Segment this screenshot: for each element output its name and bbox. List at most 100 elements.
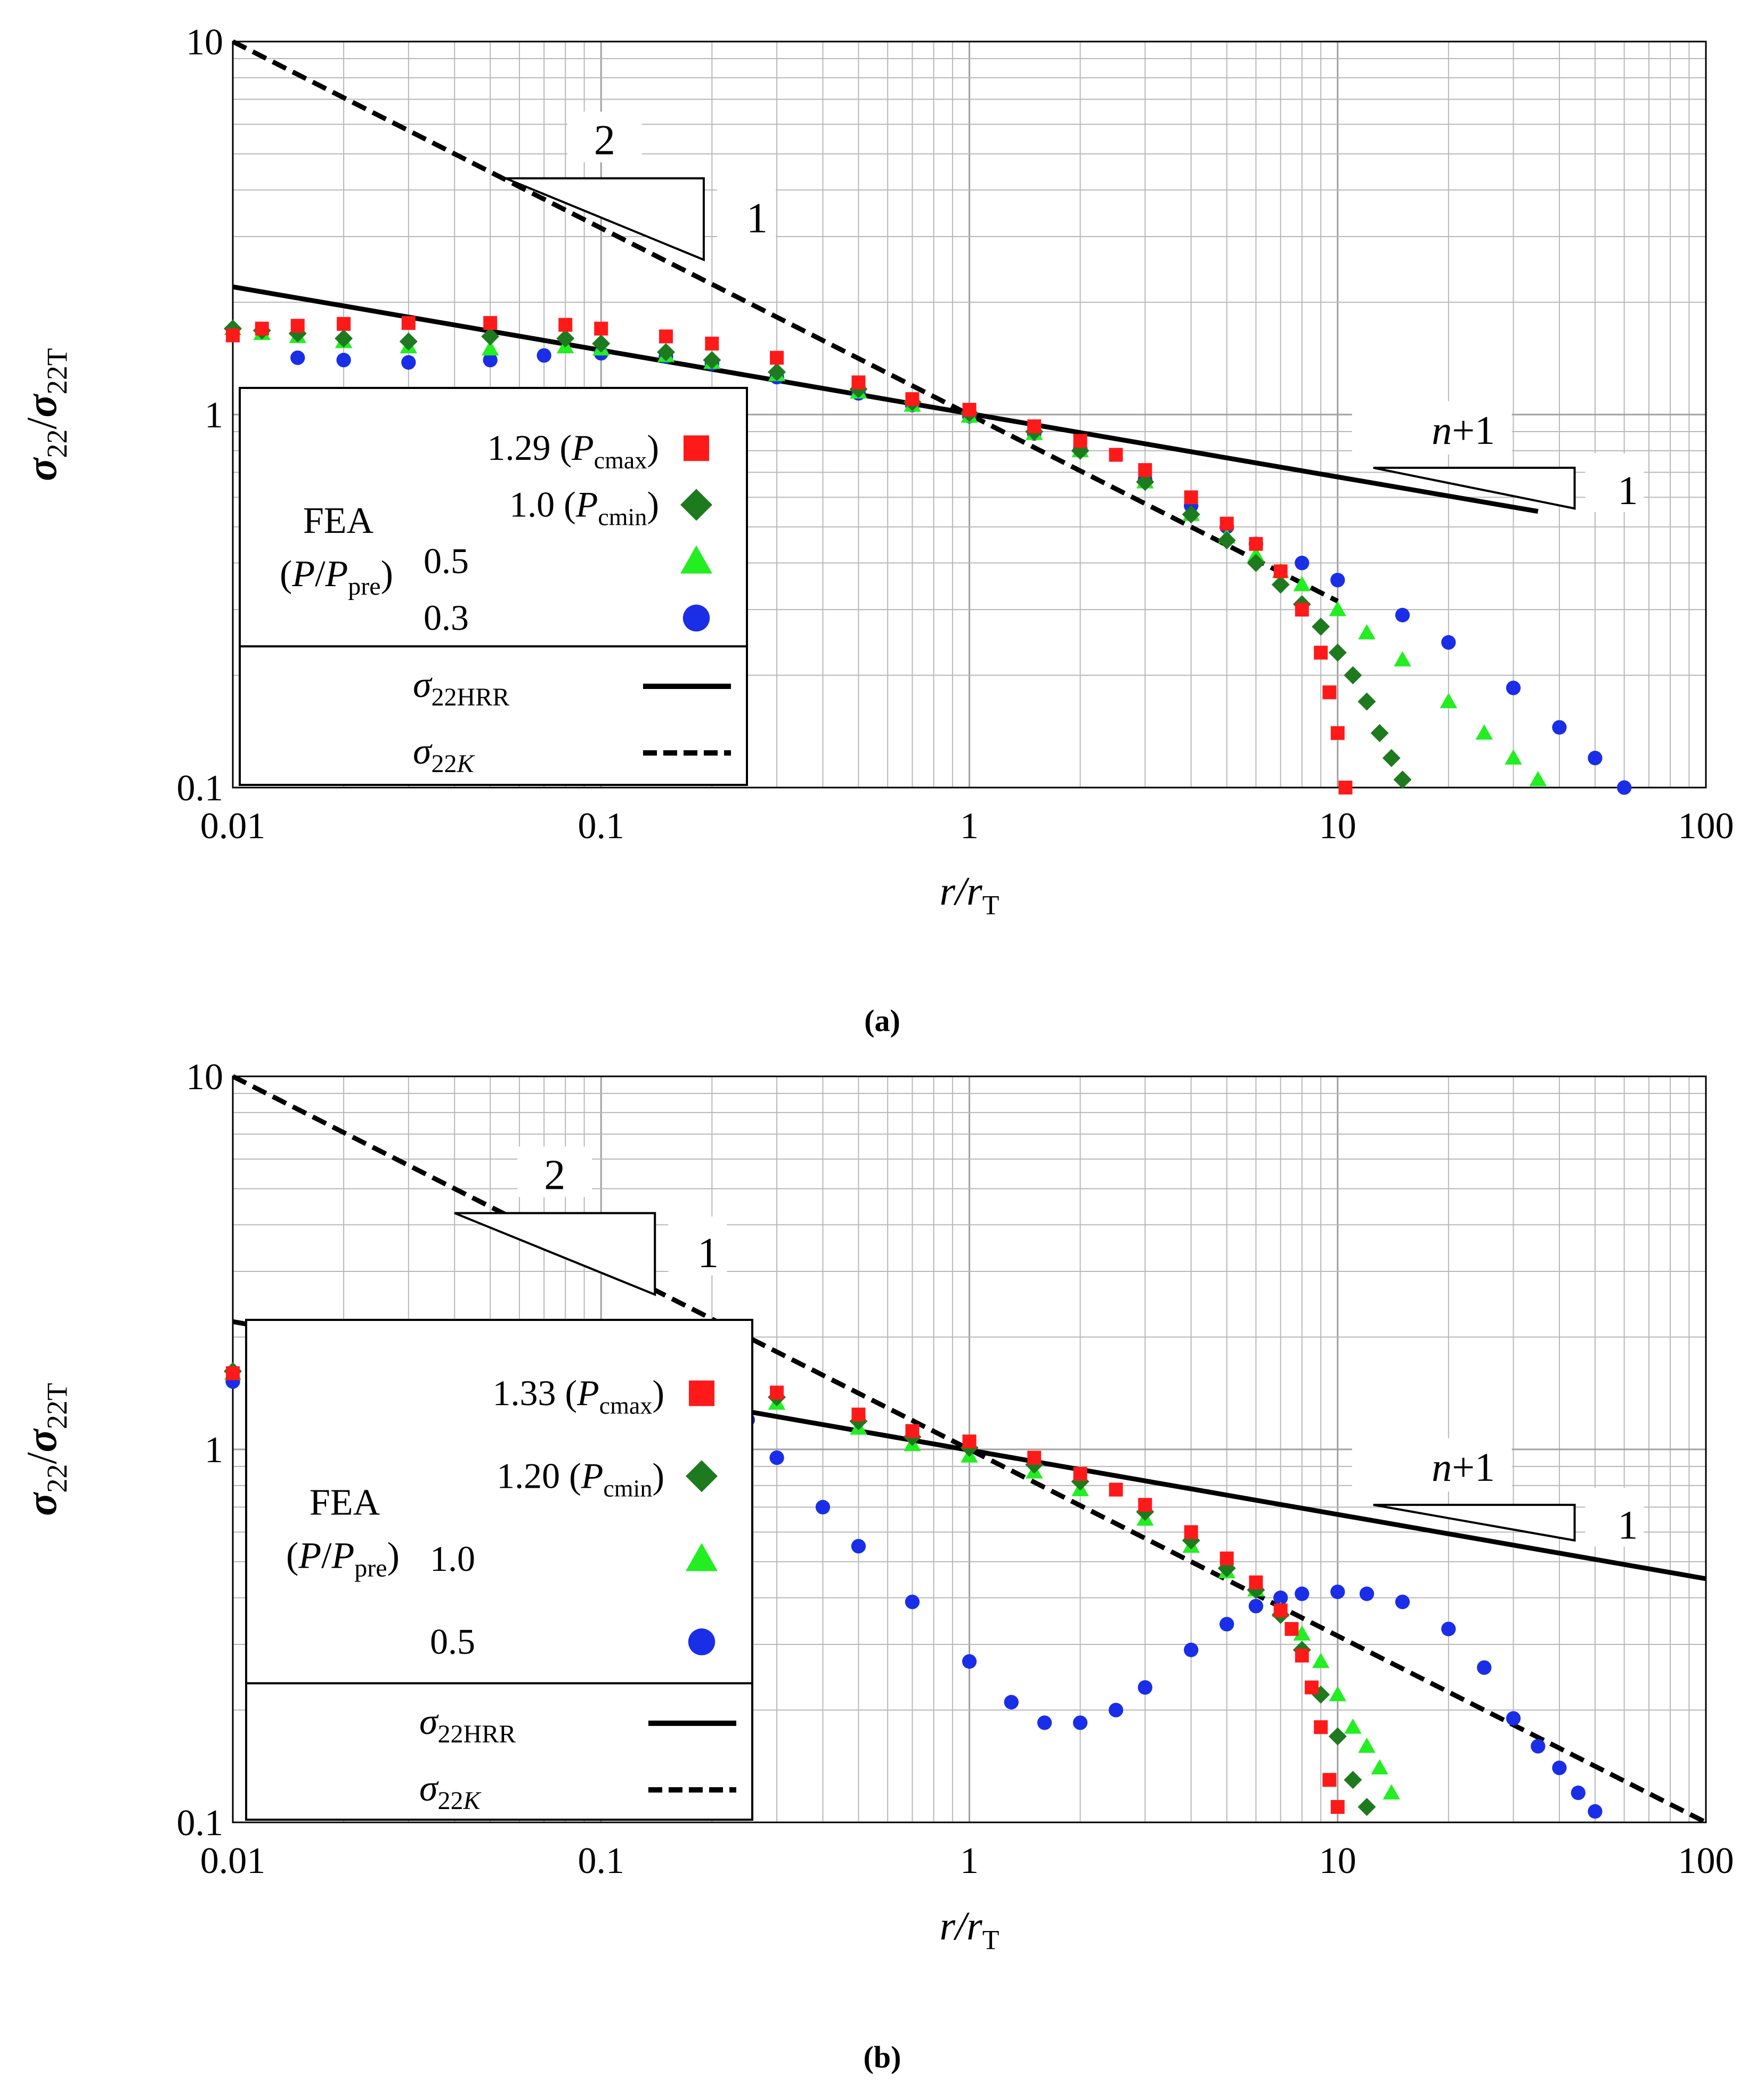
data-point bbox=[659, 329, 673, 344]
legend-entry-label: 0.3 bbox=[424, 597, 469, 638]
data-point bbox=[1358, 1737, 1376, 1753]
label-mask bbox=[517, 1146, 592, 1197]
data-point bbox=[962, 403, 977, 417]
data-point bbox=[1073, 434, 1087, 448]
data-point bbox=[337, 317, 351, 331]
x-tick-label: 100 bbox=[1678, 1840, 1734, 1882]
legend-line-label: σ22HRR bbox=[419, 1701, 516, 1748]
legend-line-label: σ22K bbox=[419, 1768, 482, 1815]
data-point bbox=[1108, 1702, 1124, 1717]
data-point bbox=[1247, 554, 1265, 572]
legend: FEA (P/Ppre) 1.29 (Pcmax) 1.0 (Pcmin) 0.5 0.3… bbox=[239, 387, 748, 786]
data-point bbox=[1322, 1773, 1337, 1787]
k-field-line bbox=[231, 39, 1339, 604]
data-point bbox=[1344, 1718, 1362, 1734]
data-point bbox=[1220, 1617, 1234, 1632]
legend-entry-label: 1.0 bbox=[430, 1538, 475, 1579]
data-point bbox=[1220, 516, 1234, 531]
legend: FEA (P/Ppre) 1.33 (Pcmax) 1.20 (Pcmin) 1.0 0.… bbox=[245, 1319, 753, 1821]
data-point bbox=[1330, 1800, 1345, 1814]
data-point bbox=[1329, 601, 1346, 617]
data-point bbox=[1295, 1586, 1310, 1601]
data-point bbox=[770, 1385, 784, 1400]
k-field-line bbox=[231, 1074, 1708, 1825]
data-point bbox=[1314, 645, 1328, 660]
data-point bbox=[1441, 1621, 1456, 1636]
data-point bbox=[1072, 1715, 1088, 1730]
slope-run-label: 1 bbox=[1618, 468, 1638, 513]
x-tick-label: 1 bbox=[960, 806, 979, 847]
y-tick-label: 0.1 bbox=[177, 1803, 224, 1844]
data-point bbox=[1182, 505, 1200, 524]
data-point bbox=[768, 363, 786, 382]
data-point bbox=[1344, 666, 1362, 685]
data-point bbox=[1004, 1694, 1019, 1710]
series-1-29-pcmax- bbox=[226, 316, 1353, 794]
x-tick-label: 1 bbox=[960, 1840, 979, 1882]
data-point bbox=[1588, 750, 1603, 766]
legend-entry-label: 1.20 (Pcmin) bbox=[497, 1455, 664, 1502]
slope-run-label: 1 bbox=[746, 195, 768, 242]
data-point bbox=[1248, 1599, 1264, 1613]
data-point bbox=[1027, 419, 1042, 434]
label-mask bbox=[668, 1217, 727, 1276]
x-tick-label: 10 bbox=[1319, 806, 1356, 847]
data-point bbox=[1312, 1652, 1330, 1668]
data-point bbox=[1273, 1603, 1288, 1618]
legend-box bbox=[245, 1319, 753, 1821]
data-point bbox=[1506, 680, 1521, 695]
data-point bbox=[1441, 635, 1456, 650]
legend-group-label: FEA bbox=[303, 500, 374, 541]
slope-triangle bbox=[1373, 466, 1576, 510]
data-point bbox=[1220, 1551, 1234, 1566]
data-point bbox=[290, 319, 305, 333]
legend-marker bbox=[689, 1380, 714, 1406]
legend-marker bbox=[680, 489, 712, 521]
slope-rise-label: n+1 bbox=[1432, 1445, 1495, 1490]
data-point bbox=[1329, 1686, 1346, 1701]
data-point bbox=[1505, 749, 1522, 765]
x-tick-label: 0.01 bbox=[200, 806, 266, 847]
slope-triangle bbox=[505, 177, 705, 262]
data-point bbox=[255, 321, 269, 336]
data-point bbox=[1293, 575, 1311, 591]
label-mask bbox=[1352, 1438, 1512, 1492]
data-point bbox=[558, 318, 573, 332]
data-point bbox=[815, 1499, 831, 1515]
data-point bbox=[1271, 575, 1290, 594]
data-point bbox=[1312, 618, 1330, 636]
hrr-line bbox=[232, 284, 1539, 514]
data-point bbox=[1109, 448, 1123, 462]
panel-label-a: (a) bbox=[864, 1003, 900, 1038]
legend-box bbox=[239, 387, 748, 786]
data-point bbox=[226, 328, 240, 343]
data-point bbox=[1322, 685, 1337, 700]
legend-marker bbox=[684, 435, 709, 461]
x-axis-title: r/rT bbox=[939, 1904, 999, 1956]
y-axis-title: σ22/σ22T bbox=[19, 348, 73, 481]
data-point bbox=[1382, 749, 1401, 767]
data-point bbox=[1552, 720, 1567, 735]
x-tick-label: 0.01 bbox=[200, 1840, 266, 1882]
label-mask bbox=[717, 182, 776, 241]
data-point bbox=[1393, 771, 1412, 789]
data-point bbox=[1217, 531, 1236, 550]
data-point bbox=[1358, 624, 1376, 639]
chart-a: 0.01 0.1 1 10 1000.1110r/rTσ22/σ22T21n+11FEA… bbox=[19, 22, 1734, 921]
data-point bbox=[1531, 1739, 1546, 1754]
data-point bbox=[1037, 1715, 1052, 1730]
x-tick-label: 100 bbox=[1678, 806, 1734, 847]
data-point bbox=[1371, 1759, 1388, 1775]
plot-frame bbox=[232, 40, 1707, 789]
legend-entry-label: 1.0 (Pcmin) bbox=[509, 484, 659, 530]
legend-entry-label: 0.5 bbox=[430, 1621, 475, 1661]
data-point bbox=[1357, 1798, 1376, 1817]
data-point bbox=[1136, 473, 1155, 491]
data-point bbox=[1273, 564, 1288, 579]
data-point bbox=[536, 348, 551, 363]
data-point bbox=[1138, 1498, 1152, 1512]
label-mask bbox=[1352, 401, 1512, 455]
data-point bbox=[1249, 537, 1263, 551]
